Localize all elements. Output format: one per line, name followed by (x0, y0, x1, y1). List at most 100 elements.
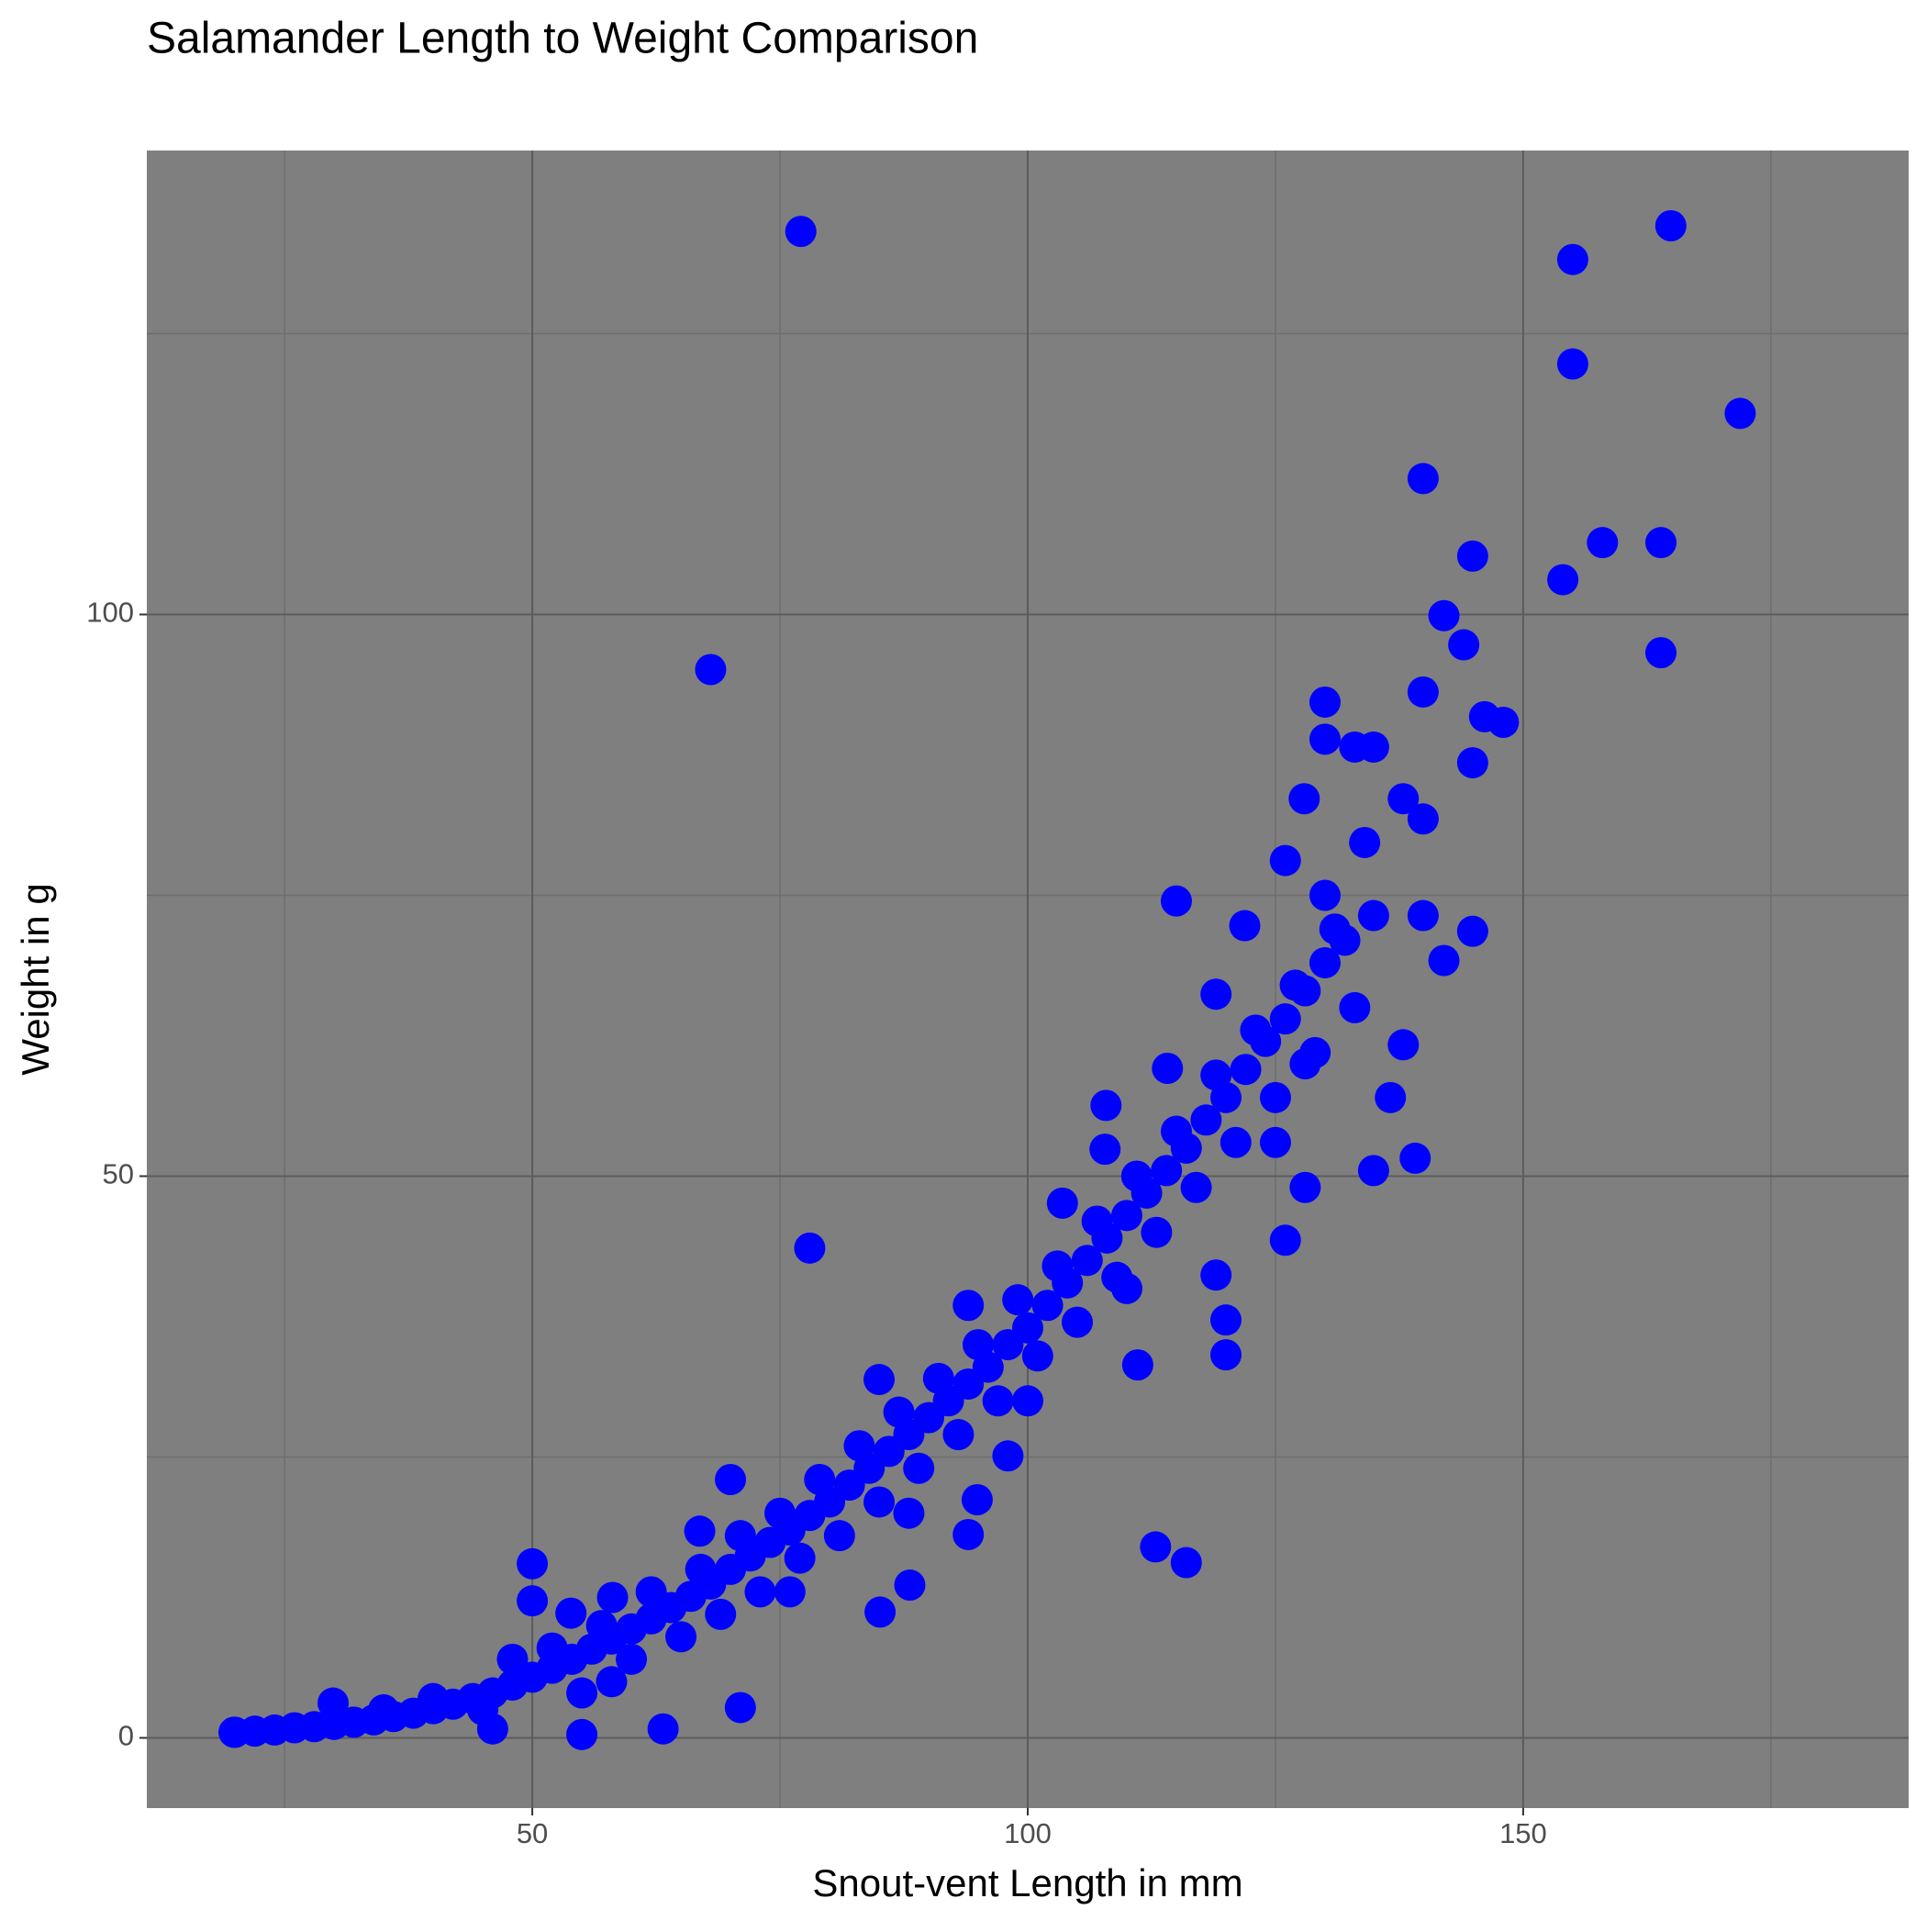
point (1190, 1104, 1222, 1136)
point (1407, 899, 1439, 932)
point (1375, 1081, 1407, 1113)
point (1170, 1547, 1202, 1579)
point (705, 1598, 737, 1630)
point (1309, 946, 1341, 978)
point (665, 1621, 697, 1653)
point (784, 1542, 816, 1574)
point (1547, 564, 1579, 596)
y-tick-label: 100 (86, 597, 134, 629)
point (1724, 397, 1756, 430)
point (695, 653, 727, 686)
point (1140, 1531, 1172, 1563)
point (1061, 1306, 1093, 1338)
point (1081, 1205, 1113, 1237)
point (596, 1666, 628, 1698)
point (1556, 243, 1588, 275)
point (1121, 1349, 1153, 1381)
point (418, 1682, 450, 1714)
point (616, 1643, 648, 1675)
point (1209, 1304, 1242, 1336)
point (764, 1497, 796, 1529)
point (1220, 1126, 1252, 1158)
point (566, 1718, 598, 1750)
point (1031, 1290, 1064, 1322)
point (1141, 1216, 1173, 1248)
point (1021, 1340, 1053, 1372)
point (1012, 1385, 1043, 1417)
point (467, 1693, 499, 1725)
point (496, 1643, 529, 1675)
point (961, 1484, 993, 1516)
point (566, 1677, 598, 1709)
x-axis-title: Snout-vent Length in mm (812, 1861, 1242, 1904)
point (1357, 1155, 1389, 1187)
point (1071, 1245, 1103, 1277)
point (893, 1497, 925, 1529)
point (1309, 686, 1341, 718)
chart-title: Salamander Length to Weight Comparison (147, 15, 978, 63)
point (1160, 1115, 1192, 1147)
point (1587, 527, 1619, 559)
point (1269, 844, 1301, 877)
point (804, 1463, 836, 1495)
point (744, 1576, 776, 1608)
point (1309, 723, 1341, 755)
y-tick-label: 50 (103, 1158, 134, 1190)
point (1309, 879, 1341, 911)
point (368, 1693, 400, 1725)
point (843, 1430, 875, 1462)
point (1041, 1250, 1074, 1282)
point (1151, 1155, 1183, 1187)
point (1200, 978, 1232, 1011)
point (685, 1553, 717, 1585)
point (1259, 1126, 1291, 1158)
point (1269, 1003, 1301, 1035)
point (684, 1515, 716, 1547)
point (1407, 803, 1439, 835)
point (1645, 527, 1677, 559)
point (1349, 826, 1381, 858)
point (715, 1463, 747, 1495)
point (1387, 783, 1420, 815)
point (724, 1692, 756, 1724)
point (1090, 1089, 1122, 1122)
point (1357, 899, 1389, 932)
point (1456, 747, 1488, 779)
point (1229, 910, 1261, 942)
point (1180, 1171, 1212, 1203)
point (1259, 1081, 1291, 1113)
point (1456, 915, 1488, 947)
point (1279, 969, 1311, 1001)
point (942, 1419, 975, 1451)
point (863, 1486, 896, 1518)
point (794, 1232, 826, 1264)
x-tick-label: 150 (1499, 1817, 1547, 1849)
point (1556, 348, 1588, 380)
point (1387, 1029, 1420, 1061)
point (1399, 1142, 1431, 1174)
point (1200, 1059, 1232, 1091)
y-axis-title: Weight in g (14, 883, 57, 1075)
point (1089, 1134, 1121, 1166)
point (1230, 1054, 1262, 1086)
point (1240, 1014, 1272, 1046)
y-tick-label: 0 (118, 1720, 134, 1752)
point (1654, 210, 1687, 242)
point (1288, 783, 1320, 815)
point (1428, 599, 1460, 631)
point (1319, 913, 1351, 945)
point (596, 1581, 629, 1614)
point (1046, 1187, 1078, 1219)
point (724, 1520, 756, 1552)
point (517, 1547, 549, 1580)
point (1160, 885, 1192, 917)
point (1289, 1171, 1321, 1203)
point (1289, 1048, 1321, 1080)
point (1200, 1259, 1232, 1291)
point (1468, 700, 1500, 732)
point (922, 1362, 954, 1394)
point (1448, 629, 1480, 661)
point (982, 1385, 1014, 1417)
point (647, 1713, 679, 1745)
